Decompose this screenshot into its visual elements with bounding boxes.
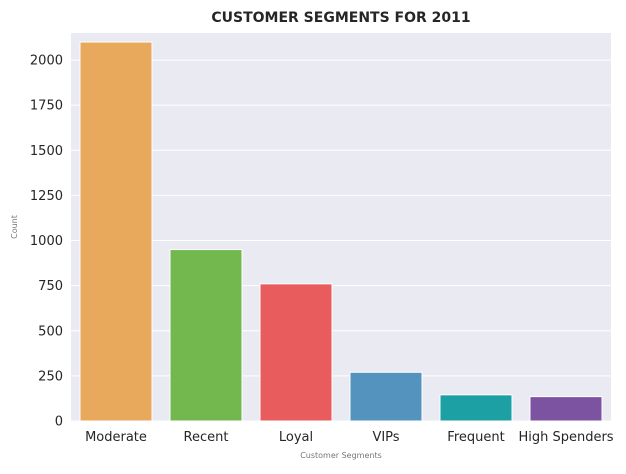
x-tick-label: Frequent	[447, 430, 504, 445]
y-tick-label: 2000	[30, 54, 63, 69]
y-axis-label: Count	[10, 215, 19, 239]
bar-recent	[169, 249, 243, 422]
y-tick-label: 1250	[30, 189, 63, 204]
y-tick-label: 1750	[30, 99, 63, 114]
x-axis-ticks: Moderate Recent Loyal VIPs Frequent High Spen…	[85, 430, 614, 445]
bar-moderate	[79, 41, 153, 422]
plot-area	[71, 33, 611, 421]
y-tick-label: 0	[55, 415, 63, 430]
bar-vips	[349, 371, 423, 422]
bar-frequent	[439, 394, 513, 422]
chart-title: CUSTOMER SEGMENTS FOR 2011	[211, 10, 470, 26]
x-tick-label: Moderate	[85, 430, 147, 445]
bar-loyal	[259, 283, 333, 422]
x-tick-label: Recent	[184, 430, 229, 445]
x-tick-label: VIPs	[372, 430, 399, 445]
gridlines	[71, 59, 611, 422]
y-axis-ticks: 0 250 500 750 1000 1250 1500 1750 2000	[30, 54, 63, 430]
x-tick-label: Loyal	[279, 430, 313, 445]
y-tick-label: 750	[38, 279, 63, 294]
bars	[79, 41, 603, 422]
x-tick-label: High Spenders	[518, 430, 613, 445]
x-axis-label: Customer Segments	[300, 451, 382, 460]
y-tick-label: 1000	[30, 234, 63, 249]
y-tick-label: 1500	[30, 144, 63, 159]
y-tick-label: 250	[38, 369, 63, 384]
y-tick-label: 500	[38, 324, 63, 339]
bar-high-spenders	[529, 396, 603, 422]
